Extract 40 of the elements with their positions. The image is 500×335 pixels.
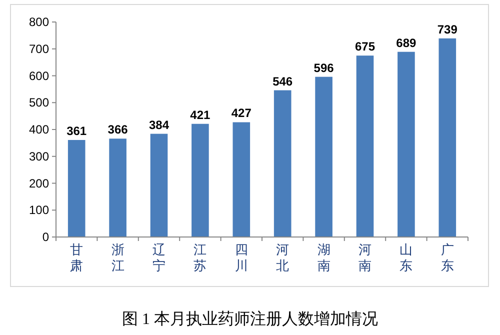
x-tick-label: 辽宁 [152,242,166,273]
y-tick-label: 600 [28,68,50,83]
data-label: 546 [272,74,293,88]
y-tick-label: 800 [28,15,50,29]
y-tick-label: 100 [28,203,50,218]
bar [315,76,332,237]
data-label: 421 [190,108,211,122]
y-tick-label: 300 [28,149,50,164]
y-tick-label: 0 [42,230,50,244]
bar [356,56,374,237]
data-label: 427 [231,106,252,120]
bar [274,90,292,237]
data-label: 361 [66,124,87,138]
x-tick-label: 广东 [440,242,454,273]
bar [232,122,250,237]
data-label: 366 [108,122,128,137]
bar [109,138,126,237]
data-label: 384 [148,118,170,132]
y-tick-label: 400 [28,122,50,136]
bar [192,124,209,237]
data-label: 689 [396,36,417,50]
x-tick-label: 江苏 [194,242,207,273]
x-tick-label: 山东 [400,242,413,273]
y-tick-label: 500 [28,96,50,110]
data-label: 675 [354,40,376,54]
bar [150,134,168,237]
y-tick-label: 700 [28,42,50,56]
x-tick-label: 湖南 [317,242,330,273]
data-label: 739 [437,22,458,36]
text: 图 1 本月执业药师注册人数增加情况 [122,310,378,328]
x-tick-label: 甘肃 [70,242,84,273]
x-tick-label: 河南 [358,242,372,273]
x-tick-label: 四川 [234,242,248,273]
y-tick-label: 200 [28,176,50,190]
bar [438,38,456,237]
bar [398,52,415,237]
data-label: 596 [314,60,334,75]
x-tick-label: 河北 [276,242,290,273]
bar [68,140,86,237]
x-tick-label: 浙江 [111,242,124,273]
